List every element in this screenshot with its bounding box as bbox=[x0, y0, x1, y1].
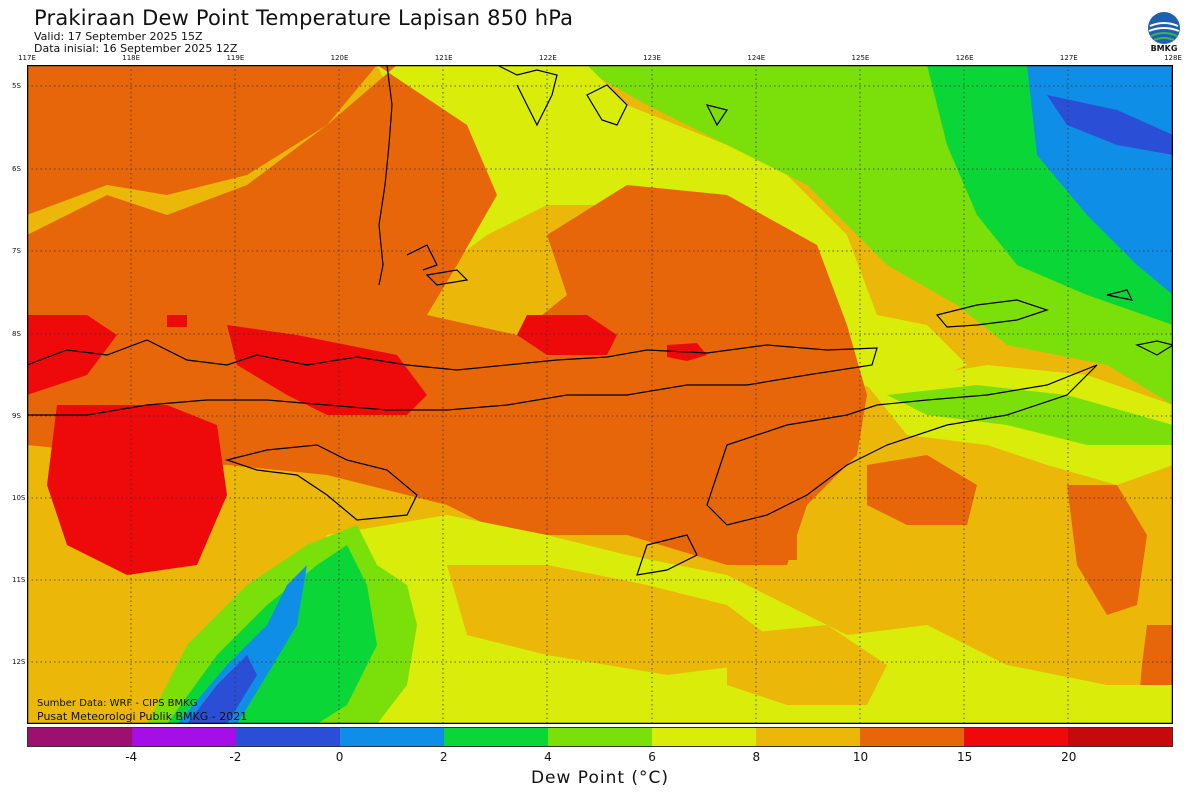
colorbar-segment bbox=[548, 728, 652, 746]
lon-label: 125E bbox=[851, 54, 870, 62]
colorbar-tick-label: -2 bbox=[229, 750, 242, 764]
colorbar-tick-label: 15 bbox=[956, 750, 973, 764]
valid-time: Valid: 17 September 2025 15Z bbox=[34, 30, 203, 43]
colorbar-tick-label: 20 bbox=[1061, 750, 1077, 764]
lat-label: 5S bbox=[12, 82, 21, 90]
lon-label: 128E bbox=[1164, 54, 1182, 62]
lon-label: 119E bbox=[226, 54, 245, 62]
init-time: Data inisial: 16 September 2025 12Z bbox=[34, 42, 238, 55]
organization-credit: Pusat Meteorologi Publik BMKG - 2021 bbox=[37, 710, 248, 723]
lat-label: 12S bbox=[12, 658, 26, 666]
colorbar-segment bbox=[860, 728, 964, 746]
colorbar-segment bbox=[964, 728, 1068, 746]
lon-label: 118E bbox=[122, 54, 141, 62]
dew-point-map bbox=[27, 65, 1173, 724]
lon-label: 122E bbox=[539, 54, 557, 62]
colorbar-segment bbox=[652, 728, 756, 746]
lat-label: 11S bbox=[12, 576, 26, 584]
lon-label: 126E bbox=[955, 54, 974, 62]
lon-label: 127E bbox=[1059, 54, 1078, 62]
colorbar-segment bbox=[340, 728, 444, 746]
color-bar bbox=[27, 727, 1173, 747]
colorbar-tick-label: 4 bbox=[544, 750, 552, 764]
lat-label: 9S bbox=[12, 412, 21, 420]
lon-label: 121E bbox=[434, 54, 453, 62]
colorbar-segment bbox=[236, 728, 340, 746]
colorbar-tick-label: 10 bbox=[852, 750, 869, 764]
lon-label: 124E bbox=[747, 54, 766, 62]
map-title: Prakiraan Dew Point Temperature Lapisan … bbox=[34, 6, 574, 30]
colorbar-segment bbox=[28, 728, 132, 746]
colorbar-segment bbox=[756, 728, 860, 746]
lat-label: 8S bbox=[12, 330, 21, 338]
colorbar-tick-label: -4 bbox=[125, 750, 138, 764]
data-source-credit: Sumber Data: WRF - CIPS BMKG bbox=[37, 698, 198, 709]
colorbar-tick-label: 8 bbox=[752, 750, 761, 764]
lat-label: 10S bbox=[12, 494, 26, 502]
colorbar-tick-label: 6 bbox=[648, 750, 656, 764]
colorbar-tick-label: 2 bbox=[439, 750, 448, 764]
lon-label: 120E bbox=[330, 54, 349, 62]
logo-text: BMKG bbox=[1150, 44, 1178, 53]
colorbar-label: Dew Point (°C) bbox=[530, 768, 670, 788]
lat-label: 7S bbox=[12, 247, 21, 255]
lon-label: 123E bbox=[643, 54, 661, 62]
colorbar-tick-label: 0 bbox=[335, 750, 344, 764]
colorbar-segment bbox=[132, 728, 236, 746]
colorbar-segment bbox=[444, 728, 548, 746]
lon-label: 117E bbox=[18, 54, 36, 62]
lat-label: 6S bbox=[12, 165, 21, 173]
colorbar-segment bbox=[1068, 728, 1172, 746]
bmkg-logo-icon bbox=[1148, 12, 1180, 44]
